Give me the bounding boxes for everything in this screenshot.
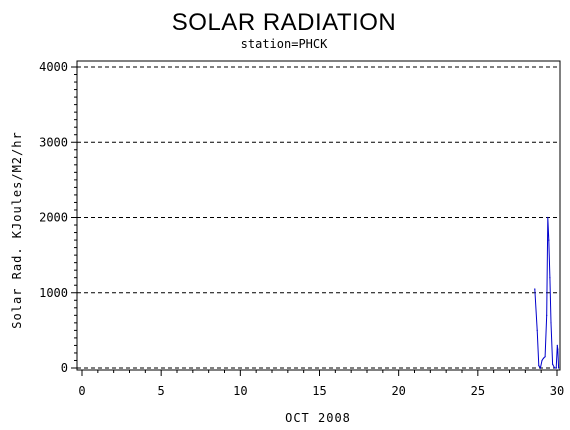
x-tick-label-10: 10 bbox=[233, 384, 247, 398]
x-axis-label: OCT 2008 bbox=[285, 411, 351, 425]
y-tick-label-1000: 1000 bbox=[39, 286, 68, 300]
x-tick-label-25: 25 bbox=[471, 384, 485, 398]
data-point bbox=[534, 288, 536, 290]
data-point bbox=[558, 367, 560, 369]
grid-lines bbox=[77, 66, 560, 369]
y-tick-label-2000: 2000 bbox=[39, 211, 68, 225]
data-point bbox=[536, 329, 538, 331]
series-group bbox=[534, 216, 560, 370]
data-point bbox=[552, 363, 554, 365]
y-tick-label-0: 0 bbox=[61, 361, 68, 375]
chart-title: SOLAR RADIATION bbox=[172, 9, 396, 36]
chart-subtitle: station=PHCK bbox=[241, 37, 328, 51]
x-tick-label-5: 5 bbox=[158, 384, 165, 398]
data-point bbox=[548, 239, 550, 241]
x-axis: 0 5 10 15 20 25 30 bbox=[78, 370, 564, 398]
data-point bbox=[550, 322, 552, 324]
x-tick-label-15: 15 bbox=[312, 384, 326, 398]
data-point bbox=[555, 367, 557, 369]
data-point bbox=[542, 357, 545, 359]
data-point bbox=[541, 359, 543, 362]
data-point bbox=[544, 356, 546, 358]
x-tick-label-0: 0 bbox=[78, 384, 85, 398]
data-point bbox=[547, 216, 549, 219]
data-point bbox=[549, 277, 551, 279]
data-point bbox=[538, 365, 540, 367]
data-point bbox=[557, 348, 559, 350]
y-tick-label-3000: 3000 bbox=[39, 135, 68, 149]
data-point bbox=[554, 367, 556, 369]
y-tick-label-4000: 4000 bbox=[39, 60, 68, 74]
x-tick-label-20: 20 bbox=[391, 384, 405, 398]
y-axis-label: Solar Rad. KJoules/M2/hr bbox=[10, 131, 24, 328]
data-point bbox=[539, 367, 542, 369]
data-point bbox=[556, 344, 558, 346]
data-point bbox=[546, 314, 548, 316]
y-axis: 0 1000 2000 3000 4000 bbox=[39, 60, 77, 375]
plot-frame bbox=[76, 60, 561, 371]
x-tick-label-30: 30 bbox=[550, 384, 564, 398]
